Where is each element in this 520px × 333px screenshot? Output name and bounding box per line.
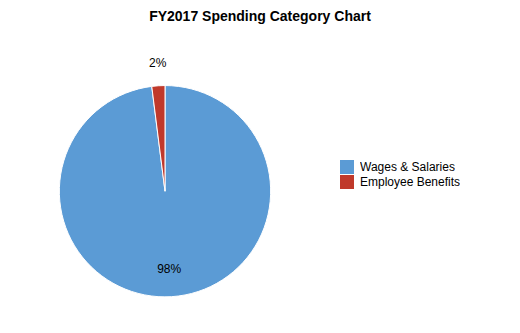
- html-text:Wages & Salaries: Wages & Salaries: [360, 160, 455, 174]
- svg-text:2%: 2%: [149, 56, 167, 70]
- html-text:Employee Benefits: Employee Benefits: [360, 175, 461, 189]
- svg-text:98%: 98%: [157, 262, 181, 276]
- html-text:FY2017 Spending Category Chart: FY2017 Spending Category Chart: [149, 8, 371, 24]
